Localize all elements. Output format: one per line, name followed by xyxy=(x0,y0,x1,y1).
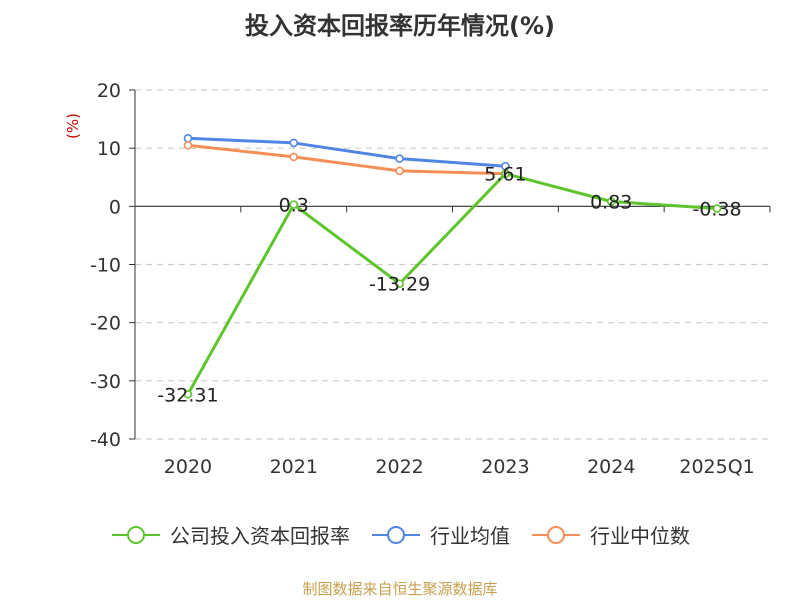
data-label: -32.31 xyxy=(157,384,218,406)
y-unit-label: (%) xyxy=(64,113,82,139)
y-tick-label: 0 xyxy=(109,196,121,218)
data-point[interactable] xyxy=(289,138,299,148)
legend-label: 行业中位数 xyxy=(590,524,690,548)
x-tick-label: 2023 xyxy=(481,456,529,478)
y-tick-label: 10 xyxy=(97,138,121,160)
y-tick-label: -40 xyxy=(90,429,121,451)
legend-marker-orange-icon xyxy=(532,525,580,544)
data-label: 0.83 xyxy=(590,192,632,214)
data-point[interactable] xyxy=(395,154,404,163)
source-note: 制图数据来自恒生聚源数据库 xyxy=(302,580,498,598)
legend-marker-blue-icon xyxy=(372,525,420,544)
grid-lines xyxy=(135,89,770,440)
series-line xyxy=(187,143,506,176)
y-tick-label: -10 xyxy=(90,255,121,277)
legend-item-company-roic[interactable]: 公司投入资本回报率 xyxy=(110,520,350,549)
data-point[interactable] xyxy=(395,166,404,176)
legend-marker-green-icon xyxy=(112,525,160,544)
data-labels: -32.31 0.3 -13.29 5.61 0.83 -0.38 xyxy=(157,164,741,407)
legend: 公司投入资本回报率 行业均值 行业中位数 xyxy=(0,520,800,549)
x-tick-label: 2025Q1 xyxy=(679,456,754,478)
legend-label: 公司投入资本回报率 xyxy=(170,524,350,548)
legend-item-industry-mean[interactable]: 行业均值 xyxy=(370,520,510,549)
legend-label: 行业均值 xyxy=(430,524,510,548)
series-line xyxy=(186,172,718,396)
y-tick-label: -30 xyxy=(90,371,121,393)
data-point[interactable] xyxy=(183,133,193,143)
y-tick-label: 20 xyxy=(97,80,121,102)
data-point[interactable] xyxy=(183,389,193,399)
data-label: 0.3 xyxy=(279,195,309,217)
data-point[interactable] xyxy=(289,152,299,162)
data-point[interactable] xyxy=(712,204,722,213)
data-point[interactable] xyxy=(395,279,404,288)
series-line xyxy=(187,136,506,168)
series-lines xyxy=(183,133,722,399)
x-tick-label: 2024 xyxy=(587,456,635,478)
data-point[interactable] xyxy=(606,197,616,206)
data-point[interactable] xyxy=(501,169,510,179)
data-label: 5.61 xyxy=(484,164,526,186)
data-label: -13.29 xyxy=(369,274,430,296)
data-label: -0.38 xyxy=(692,199,741,221)
legend-item-industry-median[interactable]: 行业中位数 xyxy=(530,520,690,549)
x-tick-label: 2022 xyxy=(375,456,423,478)
y-tick-label: -20 xyxy=(90,313,121,335)
line-chart: 20 10 0 -10 -20 -30 -40 2020 2021 2022 2023 2024 202… xyxy=(64,80,771,478)
chart-title: 投入资本回报率历年情况(%) xyxy=(245,12,555,40)
x-tick-label: 2020 xyxy=(164,456,212,478)
axes: 20 10 0 -10 -20 -30 -40 2020 2021 2022 2023 2024 202… xyxy=(64,80,771,478)
data-point[interactable] xyxy=(289,200,299,209)
x-tick-label: 2021 xyxy=(270,456,318,478)
data-point[interactable] xyxy=(183,140,193,150)
